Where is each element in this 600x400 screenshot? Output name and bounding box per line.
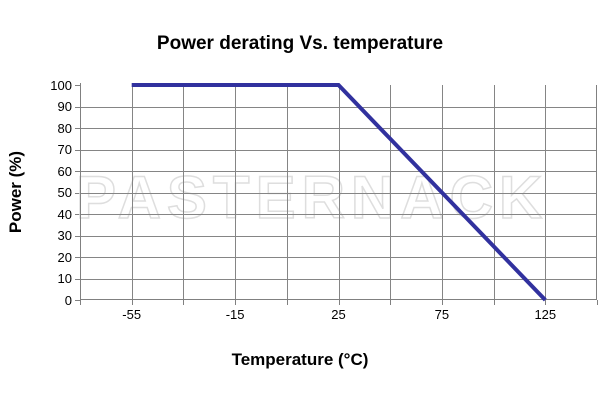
- y-tick: [75, 257, 80, 258]
- v-gridline: [390, 85, 392, 300]
- x-tick: [545, 300, 547, 305]
- x-axis-line: [80, 299, 597, 300]
- x-tick: [286, 300, 288, 305]
- y-tick-label: 10: [57, 271, 72, 286]
- y-tick-label: 90: [57, 99, 72, 114]
- x-tick-label: -55: [122, 307, 142, 322]
- y-tick-label: 0: [64, 292, 72, 308]
- v-gridline: [286, 85, 288, 300]
- y-tick: [75, 192, 80, 194]
- plot-right-border: [596, 85, 597, 300]
- x-tick: [131, 300, 133, 305]
- x-axis-title: Temperature (°C): [231, 350, 369, 369]
- y-tick-label: 70: [57, 142, 72, 157]
- y-tick-label: 80: [57, 120, 72, 136]
- y-tick: [75, 106, 80, 108]
- x-tick: [80, 300, 81, 305]
- y-tick-label: 40: [57, 206, 72, 222]
- x-tick-label: 25: [331, 307, 346, 322]
- y-tick: [75, 171, 80, 172]
- y-tick: [75, 278, 80, 280]
- y-tick: [75, 128, 80, 129]
- y-tick: [75, 214, 80, 215]
- v-gridline: [235, 85, 237, 300]
- x-tick: [597, 300, 598, 305]
- y-tick-label: 30: [57, 228, 72, 243]
- y-tick: [75, 149, 80, 151]
- derating-line: [131, 83, 547, 302]
- y-axis-line: [80, 83, 81, 300]
- x-tick-label: 125: [534, 307, 557, 322]
- x-tick: [183, 300, 185, 305]
- v-gridline: [493, 85, 495, 300]
- y-tick: [75, 85, 80, 86]
- x-tick: [493, 300, 495, 305]
- y-tick-label: 60: [57, 163, 72, 179]
- x-tick-label: -15: [225, 307, 245, 322]
- y-tick: [75, 235, 80, 237]
- v-gridline: [183, 85, 185, 300]
- x-tick: [390, 300, 392, 305]
- v-gridline: [338, 85, 340, 300]
- v-gridline: [131, 85, 133, 300]
- y-tick: [75, 300, 80, 301]
- chart-title: Power derating Vs. temperature: [156, 33, 444, 54]
- series-power-derating: [131, 83, 547, 302]
- y-tick-label: 50: [57, 185, 72, 200]
- x-tick-label: 75: [434, 307, 450, 322]
- x-tick: [441, 300, 443, 305]
- plot-area: PASTERNACK: [75, 83, 597, 302]
- y-tick-label: 20: [57, 249, 72, 265]
- x-tick: [338, 300, 340, 305]
- y-tick-label: 100: [50, 77, 72, 93]
- v-gridline: [545, 85, 547, 300]
- x-tick: [235, 300, 237, 305]
